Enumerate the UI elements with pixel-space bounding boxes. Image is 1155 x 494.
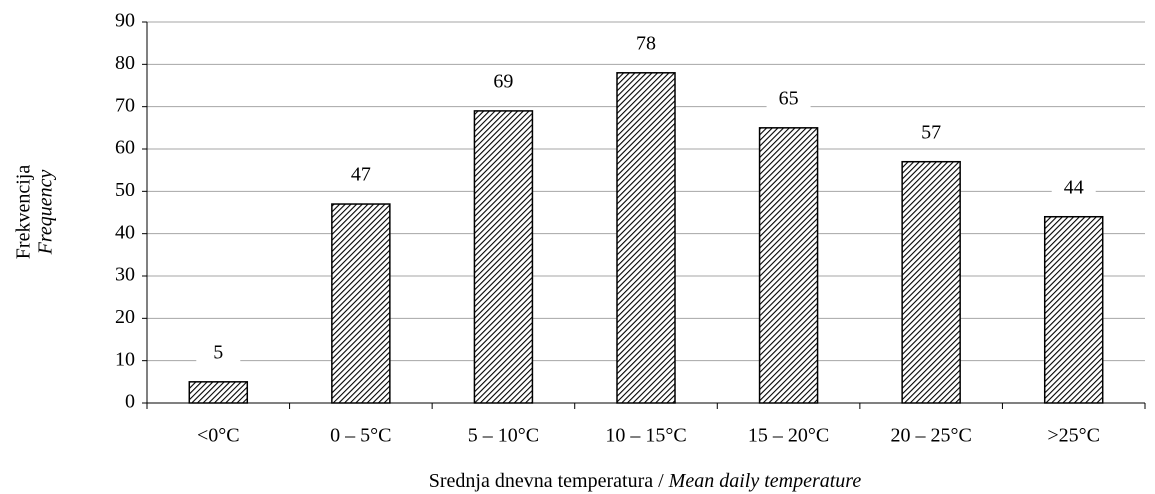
x-tick-label: 10 – 15°C	[605, 425, 686, 447]
y-axis-label: Frequency	[35, 169, 57, 255]
bar	[473, 110, 534, 404]
data-label: 44	[1064, 176, 1084, 198]
y-tick-label: 20	[115, 306, 135, 328]
data-label: 57	[921, 121, 941, 143]
y-tick-label: 60	[115, 137, 135, 159]
x-tick-label: <0°C	[197, 425, 240, 447]
x-tick-label: 0 – 5°C	[330, 425, 391, 447]
y-tick-label: 40	[115, 221, 135, 243]
y-tick-label: 80	[115, 52, 135, 74]
data-label-bg	[909, 120, 954, 147]
bar	[331, 203, 391, 404]
y-axis-label: Frekvencija	[13, 165, 35, 260]
y-tick-label: 0	[125, 391, 135, 413]
data-label: 69	[493, 70, 513, 92]
y-tick-label: 30	[115, 264, 135, 286]
y-tick-label: 90	[115, 10, 135, 32]
y-tick-label: 70	[115, 94, 135, 116]
data-label-bg	[481, 69, 526, 96]
bar	[188, 381, 249, 404]
bar	[901, 160, 961, 404]
data-label: 65	[779, 87, 799, 109]
x-tick-label: 15 – 20°C	[748, 425, 829, 447]
x-tick-label: 5 – 10°C	[468, 425, 539, 447]
data-label-bg	[338, 163, 383, 190]
data-label-bg	[624, 31, 668, 58]
bar	[1043, 215, 1104, 404]
x-axis-label-part: Srednja dnevna temperatura /	[429, 470, 664, 492]
data-label-bg	[196, 340, 241, 367]
bar	[616, 72, 676, 404]
x-tick-label: 20 – 25°C	[890, 425, 971, 447]
y-tick-label: 50	[115, 179, 135, 201]
data-label-bg	[1051, 175, 1096, 202]
bar	[758, 127, 819, 404]
x-tick-label: >25°C	[1047, 425, 1100, 447]
x-axis-label-part: Mean daily temperature	[668, 470, 862, 492]
data-label: 78	[636, 32, 656, 54]
y-tick-label: 10	[115, 348, 135, 370]
data-label-bg	[766, 86, 811, 113]
data-label: 47	[351, 164, 371, 186]
data-label: 5	[213, 341, 223, 363]
x-axis-label: Srednja dnevna temperatura / Mean daily …	[429, 470, 862, 492]
